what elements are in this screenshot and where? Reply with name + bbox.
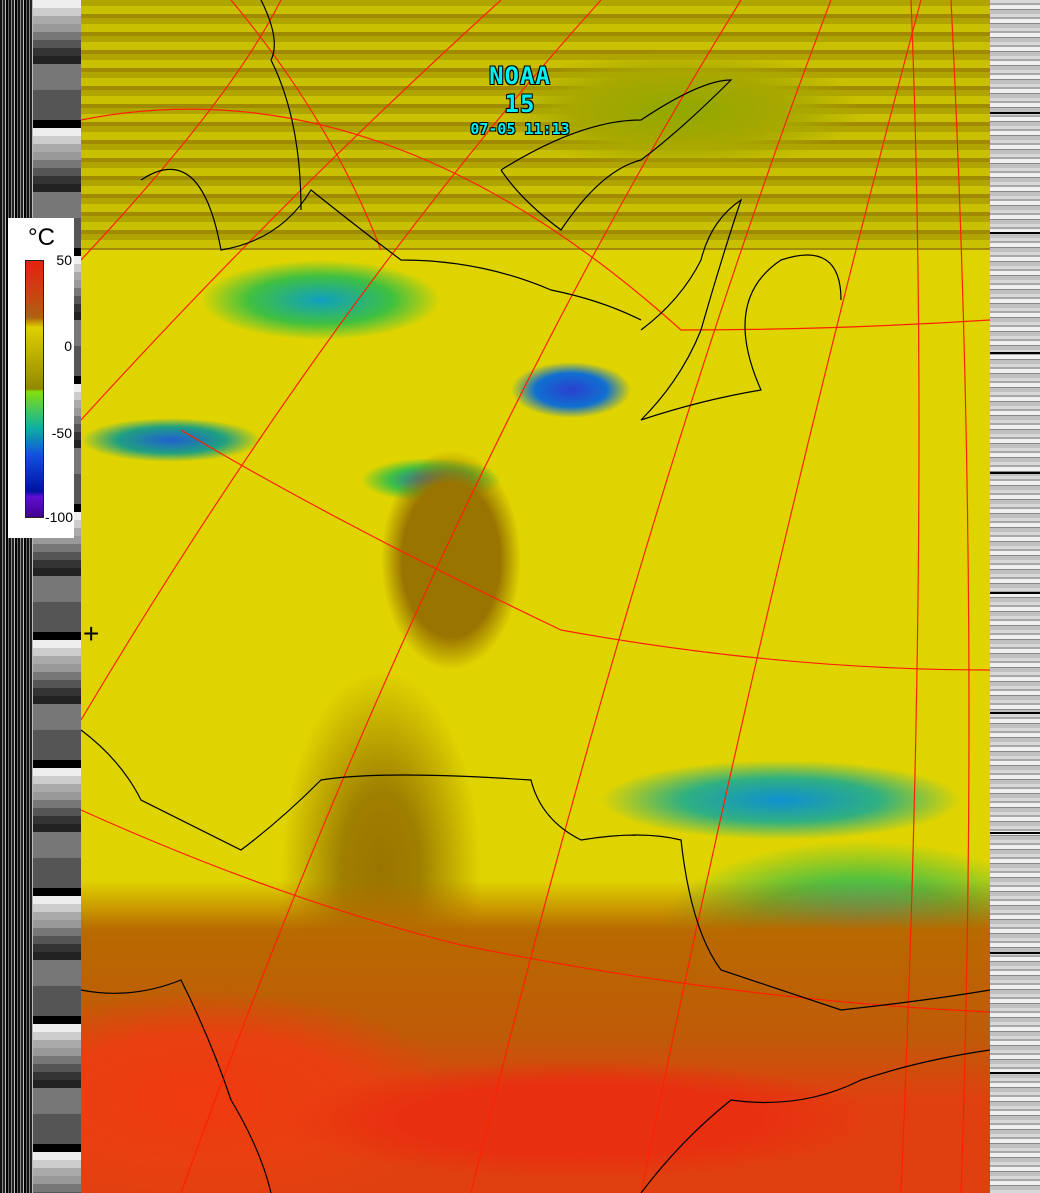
coastlines <box>81 0 990 1193</box>
frame-separator <box>990 1072 1040 1074</box>
longitude-line <box>230 0 382 251</box>
map-overlay <box>81 0 990 1193</box>
frame-separator <box>990 472 1040 474</box>
longitude-line <box>180 0 742 1193</box>
pass-timestamp: 07-05 11:13 <box>470 120 570 138</box>
thermal-satellite-image <box>81 0 990 1193</box>
satellite-name: NOAA 15 <box>489 62 551 118</box>
temperature-legend: °C 50 0 -50 -100 <box>8 218 74 538</box>
legend-tick: -100 <box>44 509 73 525</box>
longitude-line <box>900 0 920 1193</box>
coastline <box>640 198 842 421</box>
coastline <box>81 729 990 1011</box>
color-scale-bar <box>25 260 44 518</box>
crosshair-marker: + <box>83 618 100 649</box>
frame-separator <box>990 592 1040 594</box>
frame-separator <box>990 112 1040 114</box>
frame-separator <box>990 712 1040 714</box>
longitude-line <box>640 0 922 1193</box>
legend-tick: -50 <box>51 425 72 441</box>
frame-separator <box>990 232 1040 234</box>
coastline <box>640 1049 990 1193</box>
legend-unit: °C <box>28 224 55 251</box>
longitude-line <box>470 0 832 1193</box>
longitude-line <box>81 0 602 721</box>
telemetry-strip-right <box>990 0 1040 1193</box>
longitude-line <box>950 0 970 1193</box>
coastline <box>81 979 272 1193</box>
frame-separator <box>990 352 1040 354</box>
legend-tick: 50 <box>56 252 72 268</box>
coastline <box>260 0 302 211</box>
latitude-line <box>81 108 990 331</box>
sync-strip-left <box>0 0 33 1193</box>
frame-separator <box>990 952 1040 954</box>
legend-tick: 0 <box>64 338 72 354</box>
longitude-line <box>81 0 502 421</box>
latitude-line <box>180 429 990 671</box>
frame-separator <box>990 832 1040 834</box>
coastline <box>500 79 733 231</box>
graticule <box>81 0 990 1193</box>
coastline <box>140 168 642 321</box>
telemetry-wedges-left <box>33 0 81 1193</box>
latitude-line <box>81 809 990 1013</box>
image-title: NOAA 15 07-05 11:13 <box>470 62 570 138</box>
latitude-line <box>81 0 282 261</box>
